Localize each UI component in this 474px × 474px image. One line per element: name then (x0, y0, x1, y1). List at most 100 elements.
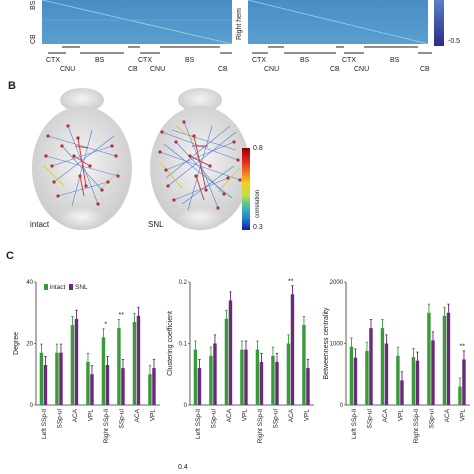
bar-snl (228, 300, 233, 405)
bar-snl (369, 328, 373, 405)
bar-snl (462, 359, 466, 405)
category-label: ACA (134, 408, 141, 422)
brain-intact (32, 88, 132, 230)
matrix-right (248, 0, 428, 44)
y-tick-label: 20 (26, 342, 33, 348)
brain-snl (150, 88, 250, 230)
bar-snl (152, 368, 156, 405)
bar-snl (431, 340, 435, 405)
y-tick-label: 0 (340, 403, 344, 409)
x-label-ctx-mid: CTX (138, 57, 152, 64)
x-label-cnu-mid: CNU (150, 66, 166, 73)
category-label: Left SSp-ll (351, 408, 358, 439)
colorbar-title: correlation (255, 189, 261, 218)
bar-snl (121, 368, 125, 405)
category-label: VPL (241, 409, 248, 422)
legend-swatch-intact (44, 284, 48, 291)
colorbar-top-tick: 0.8 (253, 145, 263, 152)
y-tick-label: 0 (30, 403, 34, 409)
y-axis-label: Betweenness centrality (323, 307, 330, 379)
bar-snl (43, 365, 48, 405)
legend: intact SNL (44, 284, 88, 291)
x-label-bs-mid: BS (185, 57, 195, 64)
bar-snl (74, 318, 79, 405)
bar-intact (86, 361, 90, 405)
bar-intact (271, 355, 275, 405)
bar-intact (380, 328, 385, 405)
y-tick-label: 1000 (330, 342, 344, 348)
bar-intact (396, 355, 400, 405)
matrix-colorbar (434, 0, 444, 46)
bar-intact (442, 315, 447, 405)
panel-c-letter: C (6, 250, 14, 262)
bar-intact (411, 357, 416, 405)
significance-label: ** (460, 343, 466, 350)
category-label: VPL (397, 409, 404, 422)
category-label: VPL (149, 409, 156, 422)
x-label-ctx-left: CTX (46, 57, 60, 64)
bar-snl (105, 365, 110, 405)
x-label-cnu-right: CNU (264, 66, 280, 73)
bar-intact (427, 312, 431, 405)
significance-label: * (104, 321, 107, 328)
category-label: ACA (382, 408, 389, 422)
colorbar-bottom-tick: 0.3 (253, 224, 263, 231)
bar-snl (384, 343, 389, 405)
category-label: SSp-ul (210, 408, 217, 428)
x-label-cb-left: CB (128, 66, 138, 73)
bar-intact (209, 355, 213, 405)
bar-intact (117, 328, 121, 405)
bar-intact (193, 349, 198, 405)
category-label: ACA (288, 408, 295, 422)
category-label: SSp-ul (118, 408, 125, 428)
bar-snl (400, 380, 404, 405)
y-tick-label: 0 (184, 403, 188, 409)
x-label-cb-mid: CB (218, 66, 228, 73)
category-label: SSp-ul (272, 408, 279, 428)
legend-swatch-snl (69, 284, 74, 291)
bar-intact (55, 352, 59, 405)
bar-intact (365, 350, 369, 405)
y-tick-label: 2000 (330, 280, 344, 286)
category-label: Right SSp-ll (413, 408, 420, 443)
bar-snl (136, 315, 141, 405)
correlation-colorbar (242, 148, 250, 230)
matrix-left (42, 0, 232, 44)
significance-label: ** (288, 278, 294, 285)
category-label: Left SSp-ll (195, 408, 202, 439)
y-tick-label: 40 (26, 280, 33, 286)
x-label-bs-left: BS (95, 57, 105, 64)
chart-2: 0.2 0.1 0 Clustering coefficient Left SSp-ll… (167, 278, 314, 443)
bar-snl (415, 360, 420, 405)
x-label-cb-right2: CB (420, 66, 430, 73)
bar-intact (70, 325, 75, 405)
category-label: SSp-ul (428, 408, 435, 428)
bar-charts: 40 20 0 Degree Left SSp-ll SSp-ul ACA VPL * Right… (13, 278, 470, 443)
bar-snl (446, 312, 451, 405)
colorbar-tick: -0.5 (448, 38, 461, 45)
category-label: ACA (72, 408, 79, 422)
bar-snl (275, 361, 279, 405)
bar-intact (240, 349, 244, 405)
bar-intact (458, 386, 462, 405)
bar-snl (213, 343, 217, 405)
category-label: VPL (87, 409, 94, 422)
bar-intact (286, 343, 291, 405)
y-axis-label: Degree (13, 332, 20, 355)
x-label-bs-right: BS (300, 57, 310, 64)
bar-snl (244, 349, 248, 405)
y-tick-label: 0.1 (179, 342, 188, 348)
y-axis-label: Clustering coefficient (167, 311, 174, 376)
category-label: Right SSp-ll (103, 408, 110, 443)
y-label-bs: BS (30, 0, 37, 10)
x-label-cb-right: CB (330, 66, 340, 73)
y-label-right-hem: Right hem (236, 8, 243, 40)
y-label-cb: CB (30, 34, 37, 44)
x-label-ctx-right2: CTX (342, 57, 356, 64)
category-label: ACA (444, 408, 451, 422)
category-label: Right SSp-ll (257, 408, 264, 443)
x-label-cnu-left: CNU (60, 66, 76, 73)
brain-intact-label: intact (30, 220, 50, 229)
bar-snl (290, 294, 295, 405)
bar-intact (255, 349, 260, 405)
